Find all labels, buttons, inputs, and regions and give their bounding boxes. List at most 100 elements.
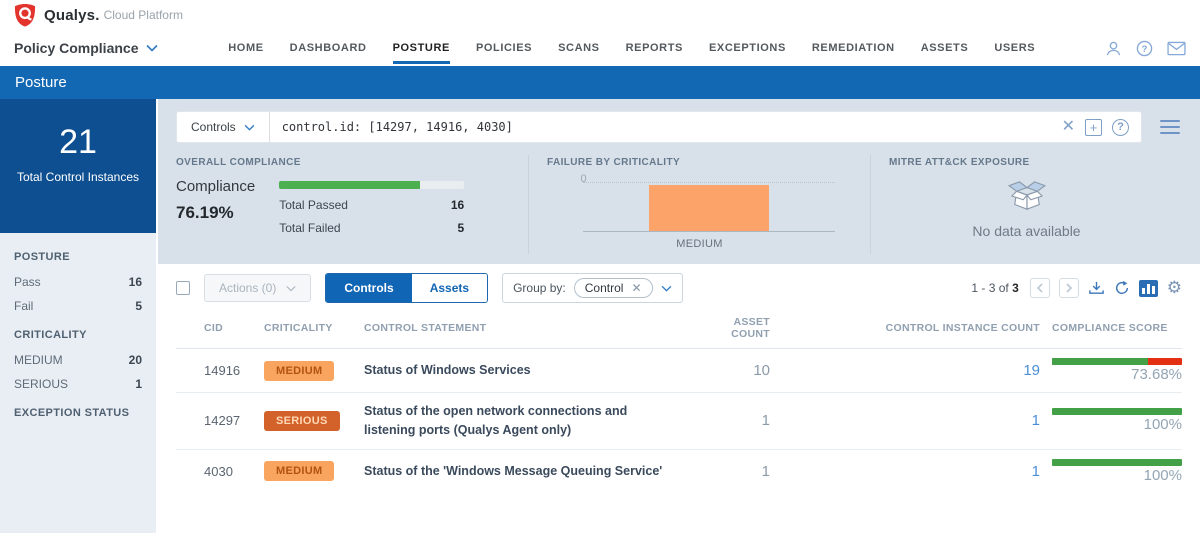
criticality-badge: MEDIUM (264, 360, 335, 381)
filter-item-fail[interactable]: Fail 5 (14, 299, 142, 313)
table-row[interactable]: 4030 MEDIUM Status of the 'Windows Messa… (176, 450, 1182, 493)
pagination-text: 1 - 3 of 3 (971, 281, 1019, 295)
col-control-instance-count[interactable]: CONTROL INSTANCE COUNT (885, 322, 1040, 334)
group-by-chip[interactable]: Control ✕ (573, 278, 653, 298)
cell-instance-count[interactable]: 1 (1031, 412, 1040, 430)
failure-by-criticality-title: FAILURE BY CRITICALITY (547, 157, 681, 168)
filter-item-pass[interactable]: Pass 16 (14, 275, 142, 289)
col-control-statement[interactable]: CONTROL STATEMENT (364, 322, 487, 334)
cell-asset-count[interactable]: 10 (753, 362, 770, 379)
mitre-attack-title: MITRE ATT&CK EXPOSURE (889, 157, 1030, 168)
filter-count: 16 (128, 275, 142, 289)
filter-count: 5 (135, 299, 142, 313)
brand-suffix: Cloud Platform (103, 8, 183, 22)
filter-label: MEDIUM (14, 353, 63, 367)
cell-instance-count[interactable]: 1 (1031, 462, 1040, 480)
nav-assets[interactable]: ASSETS (920, 41, 969, 54)
nav-posture[interactable]: POSTURE (392, 33, 450, 64)
bar-medium[interactable] (648, 185, 769, 231)
results-table-area: Actions (0) Controls Assets Group by: Co… (158, 264, 1200, 533)
mitre-attack-card: MITRE ATT&CK EXPOSURE (870, 155, 1182, 254)
total-failed-value: 5 (457, 221, 465, 235)
nav-row: Policy Compliance HOME DASHBOARD POSTURE… (0, 30, 1200, 66)
filter-label: SERIOUS (14, 377, 69, 391)
col-compliance-score[interactable]: COMPLIANCE SCORE (1052, 322, 1168, 334)
table-row[interactable]: 14916 MEDIUM Status of Windows Services … (176, 349, 1182, 393)
remove-chip-icon[interactable]: ✕ (631, 281, 642, 295)
col-criticality[interactable]: CRITICALITY (264, 322, 333, 334)
search-scope-label: Controls (191, 120, 236, 134)
nav-scans[interactable]: SCANS (558, 41, 600, 54)
nav-exceptions[interactable]: EXCEPTIONS (708, 41, 786, 54)
nav-reports[interactable]: REPORTS (625, 41, 683, 54)
filter-item-serious[interactable]: SERIOUS 1 (14, 377, 142, 391)
user-icon[interactable] (1105, 40, 1122, 57)
chart-view-icon[interactable] (1138, 279, 1158, 297)
cell-control-statement[interactable]: Status of the 'Windows Message Queuing S… (364, 463, 663, 478)
cell-asset-count[interactable]: 1 (761, 412, 770, 430)
total-passed-value: 16 (450, 198, 465, 212)
cell-control-statement[interactable]: Status of the open network connections a… (364, 404, 628, 437)
menu-icon[interactable] (1158, 118, 1182, 136)
overall-compliance-title: OVERALL COMPLIANCE (176, 157, 301, 168)
compliance-score-bar (1052, 458, 1182, 466)
next-page-button[interactable] (1058, 278, 1079, 298)
add-to-dashboard-icon[interactable]: + (1085, 118, 1102, 136)
cell-asset-count[interactable]: 1 (761, 462, 770, 480)
filter-title-exception-status: EXCEPTION STATUS (14, 407, 130, 419)
actions-button[interactable]: Actions (0) (204, 274, 312, 302)
compliance-score-text: 73.68% (1131, 366, 1182, 383)
cell-control-statement[interactable]: Status of Windows Services (364, 363, 531, 378)
header-icons: ? (1105, 40, 1186, 57)
filter-item-medium[interactable]: MEDIUM 20 (14, 353, 142, 367)
chevron-down-icon (286, 285, 296, 292)
nav-home[interactable]: HOME (228, 41, 264, 54)
filter-section-posture: POSTURE Pass 16 Fail 5 (14, 251, 142, 313)
help-icon[interactable]: ? (1136, 40, 1153, 57)
search-input[interactable] (269, 112, 1062, 142)
filter-count: 1 (135, 377, 142, 391)
chevron-down-icon[interactable] (661, 285, 672, 292)
refresh-icon[interactable] (1114, 280, 1130, 296)
col-asset-count[interactable]: ASSET COUNT (731, 316, 770, 340)
filter-title-criticality: CRITICALITY (14, 329, 87, 341)
search-help-icon[interactable]: ? (1112, 118, 1129, 136)
chart-gridline (582, 182, 835, 183)
clear-search-icon[interactable]: ✕ (1061, 118, 1075, 135)
summary-panel: Controls ✕ + ? O (158, 99, 1200, 264)
app-module-picker[interactable]: Policy Compliance (14, 40, 159, 56)
mail-icon[interactable] (1167, 41, 1186, 56)
group-by-label: Group by: (513, 281, 566, 295)
nav-policies[interactable]: POLICIES (475, 41, 533, 54)
main-nav: HOME DASHBOARD POSTURE POLICIES SCANS RE… (228, 33, 1035, 64)
assets-toggle-button[interactable]: Assets (411, 274, 488, 302)
filter-section-exception-status: EXCEPTION STATUS (14, 407, 142, 419)
nav-remediation[interactable]: REMEDIATION (811, 41, 895, 54)
total-failed-label: Total Failed (279, 221, 341, 235)
compliance-score-text: 100% (1143, 466, 1182, 484)
svg-text:?: ? (1142, 43, 1148, 54)
cell-instance-count[interactable]: 19 (1023, 362, 1040, 379)
total-passed-row: Total Passed 16 (279, 198, 464, 212)
prev-page-button[interactable] (1029, 278, 1050, 298)
cell-cid: 14916 (204, 363, 241, 378)
controls-toggle-button[interactable]: Controls (326, 274, 412, 302)
compliance-score-text: 100% (1143, 416, 1182, 434)
table-row[interactable]: 14297 SERIOUS Status of the open network… (176, 393, 1182, 450)
nav-users[interactable]: USERS (994, 41, 1036, 54)
group-by-chip-label: Control (584, 281, 624, 295)
settings-gear-icon[interactable]: ⚙ (1166, 277, 1182, 298)
compliance-progress-bar (279, 181, 465, 189)
download-icon[interactable] (1088, 280, 1105, 296)
chevron-down-icon (146, 44, 159, 52)
select-all-checkbox[interactable] (176, 281, 190, 295)
col-cid[interactable]: CID (204, 322, 223, 334)
search-scope-dropdown[interactable]: Controls (177, 112, 270, 142)
nav-dashboard[interactable]: DASHBOARD (289, 41, 367, 54)
criticality-badge: MEDIUM (264, 461, 335, 481)
brand-row: Qualys. Cloud Platform (0, 0, 1200, 30)
app-module-label: Policy Compliance (14, 40, 139, 56)
filter-label: Pass (14, 275, 41, 289)
compliance-score-bar (1052, 408, 1182, 416)
